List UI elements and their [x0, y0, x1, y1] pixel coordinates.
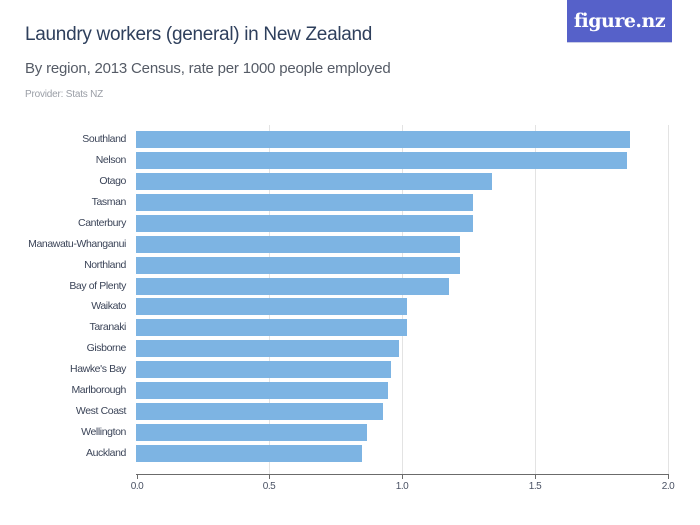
- bar-row: Tasman: [0, 194, 700, 211]
- bar-row: Waikato: [0, 298, 700, 315]
- x-axis-tick: [535, 474, 536, 479]
- category-label: Gisborne: [86, 342, 127, 354]
- bar[interactable]: [136, 131, 630, 148]
- x-axis-tick-label: 2.0: [661, 481, 675, 492]
- bar[interactable]: [136, 445, 362, 462]
- category-label: Otago: [99, 175, 126, 187]
- bar-row: Nelson: [0, 152, 700, 169]
- x-axis-line: [136, 474, 668, 475]
- bar-row: Bay of Plenty: [0, 278, 700, 295]
- category-label: Northland: [84, 259, 126, 271]
- x-axis-tick-label: 1.5: [528, 481, 542, 492]
- gridline: [668, 125, 669, 474]
- provider-label: Provider: Stats NZ: [25, 89, 104, 100]
- bar[interactable]: [136, 236, 460, 253]
- bar-row: Gisborne: [0, 340, 700, 357]
- category-label: Nelson: [95, 154, 127, 166]
- bar-row: Marlborough: [0, 382, 700, 399]
- bar[interactable]: [136, 278, 449, 295]
- x-axis-tick: [668, 474, 669, 479]
- category-label: Southland: [82, 133, 126, 145]
- bar-row: Northland: [0, 257, 700, 274]
- bar[interactable]: [136, 424, 367, 441]
- bar[interactable]: [136, 361, 391, 378]
- category-label: Auckland: [86, 447, 126, 459]
- x-axis-tick-label: 0.0: [130, 481, 144, 492]
- bar[interactable]: [136, 403, 383, 420]
- bar-row: Manawatu-Whanganui: [0, 236, 700, 253]
- bar-row: West Coast: [0, 403, 700, 420]
- category-label: Tasman: [91, 196, 127, 208]
- x-axis-tick: [269, 474, 270, 479]
- bar-row: Canterbury: [0, 215, 700, 232]
- category-label: Manawatu-Whanganui: [28, 238, 126, 250]
- category-label: Canterbury: [78, 217, 126, 229]
- bar[interactable]: [136, 215, 473, 232]
- bar-row: Hawke's Bay: [0, 361, 700, 378]
- category-label: Wellington: [81, 426, 126, 438]
- logo-underline: [567, 42, 672, 43]
- category-label: Marlborough: [71, 384, 126, 396]
- bar[interactable]: [136, 319, 407, 336]
- bar-row: Otago: [0, 173, 700, 190]
- bar-row: Wellington: [0, 424, 700, 441]
- x-axis-tick: [402, 474, 403, 479]
- category-label: West Coast: [75, 405, 126, 417]
- bar[interactable]: [136, 194, 473, 211]
- bar-row: Auckland: [0, 445, 700, 462]
- bar[interactable]: [136, 340, 399, 357]
- bar[interactable]: [136, 173, 492, 190]
- chart-title: Laundry workers (general) in New Zealand: [25, 24, 373, 45]
- bar[interactable]: [136, 257, 460, 274]
- category-label: Waikato: [91, 300, 126, 312]
- chart-subtitle: By region, 2013 Census, rate per 1000 pe…: [25, 60, 391, 77]
- x-axis-tick-label: 1.0: [395, 481, 409, 492]
- category-label: Bay of Plenty: [69, 280, 126, 292]
- bar[interactable]: [136, 152, 627, 169]
- bar[interactable]: [136, 382, 388, 399]
- category-label: Taranaki: [89, 321, 127, 333]
- bar-row: Southland: [0, 131, 700, 148]
- gridline: [535, 125, 536, 474]
- x-axis-tick: [137, 474, 138, 479]
- bar[interactable]: [136, 298, 407, 315]
- bar-row: Taranaki: [0, 319, 700, 336]
- category-label: Hawke's Bay: [70, 363, 126, 375]
- x-axis-tick-label: 0.5: [262, 481, 276, 492]
- figure-nz-logo[interactable]: figure.nz: [567, 0, 672, 42]
